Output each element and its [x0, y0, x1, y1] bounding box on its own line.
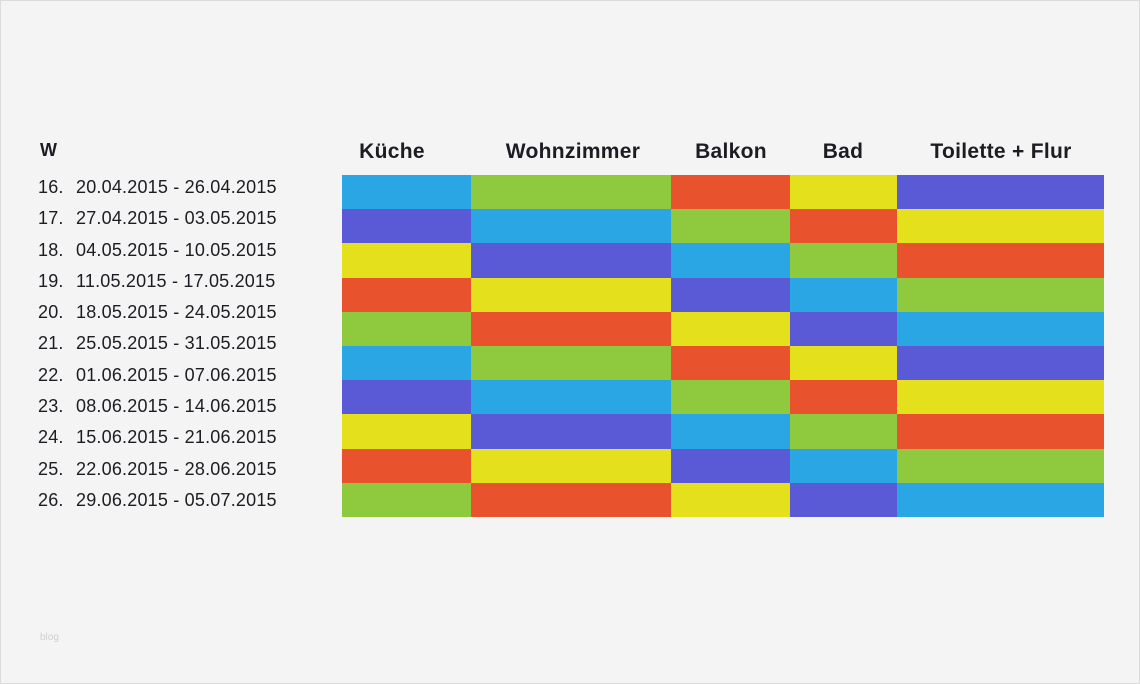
week-date-range: 01.06.2015 - 07.06.2015 — [76, 364, 277, 385]
week-date-range: 08.06.2015 - 14.06.2015 — [76, 396, 277, 417]
schedule-cell — [671, 380, 790, 415]
schedule-cell — [342, 277, 471, 313]
schedule-cell — [671, 346, 790, 381]
schedule-cell — [897, 448, 1104, 484]
schedule-cell — [790, 380, 897, 415]
schedule-cell — [471, 311, 671, 347]
week-row: 24. 15.06.2015 - 21.06.2015 — [38, 427, 277, 458]
week-number: 19. — [38, 270, 64, 291]
column-header: Küche — [359, 140, 425, 163]
week-row: 20. 18.05.2015 - 24.05.2015 — [38, 302, 277, 333]
schedule-cell — [342, 414, 471, 450]
schedule-cell — [671, 311, 790, 347]
schedule-cell — [790, 414, 897, 450]
watermark: blog — [40, 632, 59, 643]
week-row: 26. 29.06.2015 - 05.07.2015 — [38, 490, 277, 521]
schedule-cell — [897, 482, 1104, 518]
schedule-cell — [342, 209, 471, 244]
week-number: 21. — [38, 333, 64, 354]
schedule-cell — [471, 380, 671, 415]
week-number: 18. — [38, 239, 64, 260]
schedule-cell — [671, 175, 790, 210]
schedule-cell — [671, 448, 790, 484]
schedule-cell — [790, 175, 897, 210]
week-number: 24. — [38, 427, 64, 448]
week-date-range: 11.05.2015 - 17.05.2015 — [76, 270, 276, 291]
schedule-cell — [897, 243, 1104, 279]
week-number: 23. — [38, 396, 64, 417]
schedule-cell — [471, 175, 671, 210]
week-row: 21. 25.05.2015 - 31.05.2015 — [38, 333, 277, 364]
schedule-cell — [471, 448, 671, 484]
week-row: 25. 22.06.2015 - 28.06.2015 — [38, 459, 277, 490]
schedule-cell — [342, 311, 471, 347]
week-row: 18. 04.05.2015 - 10.05.2015 — [38, 240, 277, 271]
week-number: 22. — [38, 364, 64, 385]
schedule-cell — [671, 414, 790, 450]
week-date-range: 15.06.2015 - 21.06.2015 — [76, 427, 277, 448]
schedule-cell — [342, 380, 471, 415]
schedule-cell — [897, 414, 1104, 450]
schedule-cell — [671, 482, 790, 518]
schedule-cell — [897, 175, 1104, 210]
week-date-range: 18.05.2015 - 24.05.2015 — [76, 302, 277, 323]
schedule-cell — [897, 380, 1104, 415]
schedule-cell — [790, 346, 897, 381]
schedule-cell — [471, 414, 671, 450]
week-date-range: 27.04.2015 - 03.05.2015 — [76, 208, 277, 229]
week-number: 20. — [38, 302, 64, 323]
schedule-cell — [790, 482, 897, 518]
column-header: Toilette + Flur — [930, 140, 1072, 163]
column-header: Wohnzimmer — [505, 140, 641, 163]
schedule-cell — [790, 448, 897, 484]
week-row: 19. 11.05.2015 - 17.05.2015 — [38, 271, 277, 302]
schedule-cell — [471, 346, 671, 381]
column-header: Balkon — [695, 140, 767, 163]
schedule-cell — [790, 209, 897, 244]
week-list: 16. 20.04.2015 - 26.04.2015 17. 27.04.2015 … — [38, 177, 277, 521]
schedule-cell — [790, 277, 897, 313]
schedule-cell — [790, 243, 897, 279]
week-number: 25. — [38, 458, 64, 479]
week-date-range: 29.06.2015 - 05.07.2015 — [76, 489, 277, 510]
schedule-cell — [671, 277, 790, 313]
week-row: 16. 20.04.2015 - 26.04.2015 — [38, 177, 277, 208]
week-date-range: 25.05.2015 - 31.05.2015 — [76, 333, 277, 354]
week-date-range: 04.05.2015 - 10.05.2015 — [76, 239, 277, 260]
schedule-cell — [342, 243, 471, 279]
schedule-cell — [471, 209, 671, 244]
week-date-range: 22.06.2015 - 28.06.2015 — [76, 458, 277, 479]
column-header: Bad — [822, 140, 864, 163]
schedule-cell — [897, 346, 1104, 381]
schedule-cell — [471, 277, 671, 313]
week-row: 17. 27.04.2015 - 03.05.2015 — [38, 208, 277, 239]
week-number: 16. — [38, 177, 64, 197]
schedule-cell — [897, 209, 1104, 244]
week-row: 23. 08.06.2015 - 14.06.2015 — [38, 396, 277, 427]
week-number: 17. — [38, 208, 64, 229]
schedule-cell — [471, 482, 671, 518]
schedule-cell — [342, 448, 471, 484]
schedule-cell — [897, 311, 1104, 347]
week-date-range: 20.04.2015 - 26.04.2015 — [76, 177, 277, 197]
schedule-grid — [342, 175, 1104, 518]
schedule-cell — [342, 346, 471, 381]
schedule-cell — [671, 209, 790, 244]
schedule-cell — [342, 482, 471, 518]
schedule-cell — [790, 311, 897, 347]
schedule-cell — [471, 243, 671, 279]
schedule-cell — [342, 175, 471, 210]
week-number: 26. — [38, 489, 64, 510]
schedule-cell — [897, 277, 1104, 313]
week-column-header: W — [40, 140, 57, 160]
schedule-cell — [671, 243, 790, 279]
week-row: 22. 01.06.2015 - 07.06.2015 — [38, 365, 277, 396]
